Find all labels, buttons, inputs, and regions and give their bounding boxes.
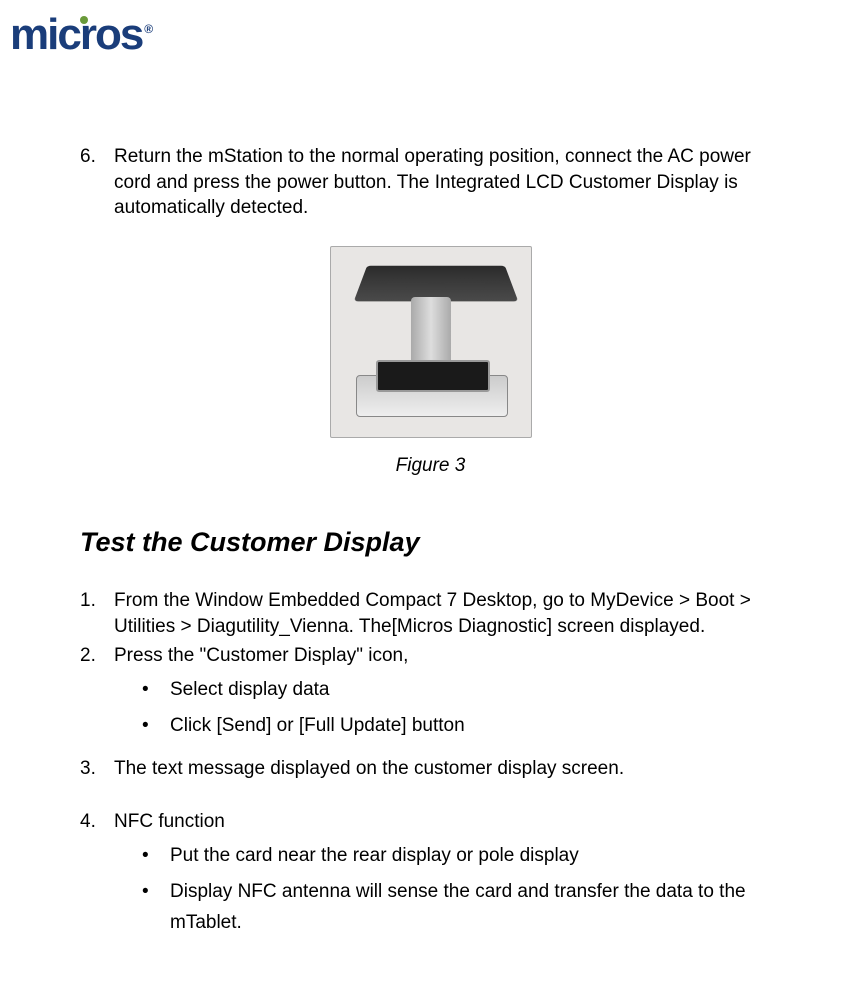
- page-content: 6. Return the mStation to the normal ope…: [0, 60, 861, 992]
- bullet-icon: •: [142, 675, 170, 705]
- list-text: The text message displayed on the custom…: [114, 756, 781, 782]
- logo-word: micros: [10, 10, 142, 59]
- device-illustration: [330, 246, 532, 438]
- list-number: 6.: [80, 144, 114, 221]
- bullet-icon: •: [142, 711, 170, 741]
- bullet-text: Click [Send] or [Full Update] button: [170, 711, 465, 741]
- logo-text: micros®: [10, 10, 151, 60]
- list-number: 1.: [80, 588, 114, 639]
- bullet-list: • Select display data • Click [Send] or …: [114, 675, 781, 742]
- bullet-item: • Put the card near the rear display or …: [142, 841, 781, 871]
- step2-lead: Press the "Customer Display" icon,: [114, 645, 408, 666]
- list-number: 2.: [80, 643, 114, 751]
- logo-registered: ®: [144, 22, 151, 36]
- bullet-text: Put the card near the rear display or po…: [170, 841, 579, 871]
- list-number: 3.: [80, 756, 114, 782]
- list-item: 6. Return the mStation to the normal ope…: [80, 144, 781, 221]
- figure-caption: Figure 3: [80, 455, 781, 477]
- list-text: Return the mStation to the normal operat…: [114, 144, 781, 221]
- bullet-icon: •: [142, 841, 170, 871]
- list-text: Press the "Customer Display" icon, • Sel…: [114, 643, 781, 751]
- step4-lead: NFC function: [114, 811, 225, 832]
- bullet-icon: •: [142, 877, 170, 938]
- bullet-item: • Display NFC antenna will sense the car…: [142, 877, 781, 938]
- section-heading: Test the Customer Display: [80, 527, 781, 558]
- device-top-panel-icon: [353, 266, 518, 302]
- brand-logo: micros®: [10, 10, 861, 60]
- bullet-text: Select display data: [170, 675, 330, 705]
- list-text: NFC function • Put the card near the rea…: [114, 809, 781, 948]
- bullet-text: Display NFC antenna will sense the card …: [170, 877, 781, 938]
- figure-block: Figure 3: [80, 246, 781, 477]
- logo-dot-icon: [80, 16, 88, 24]
- list-item: 3. The text message displayed on the cus…: [80, 756, 781, 782]
- bullet-list: • Put the card near the rear display or …: [114, 841, 781, 938]
- device-screen-icon: [376, 360, 490, 392]
- list-item: 1. From the Window Embedded Compact 7 De…: [80, 588, 781, 639]
- list-item: 2. Press the "Customer Display" icon, • …: [80, 643, 781, 751]
- bullet-item: • Select display data: [142, 675, 781, 705]
- list-text: From the Window Embedded Compact 7 Deskt…: [114, 588, 781, 639]
- bullet-item: • Click [Send] or [Full Update] button: [142, 711, 781, 741]
- list-item: 4. NFC function • Put the card near the …: [80, 809, 781, 948]
- list-number: 4.: [80, 809, 114, 948]
